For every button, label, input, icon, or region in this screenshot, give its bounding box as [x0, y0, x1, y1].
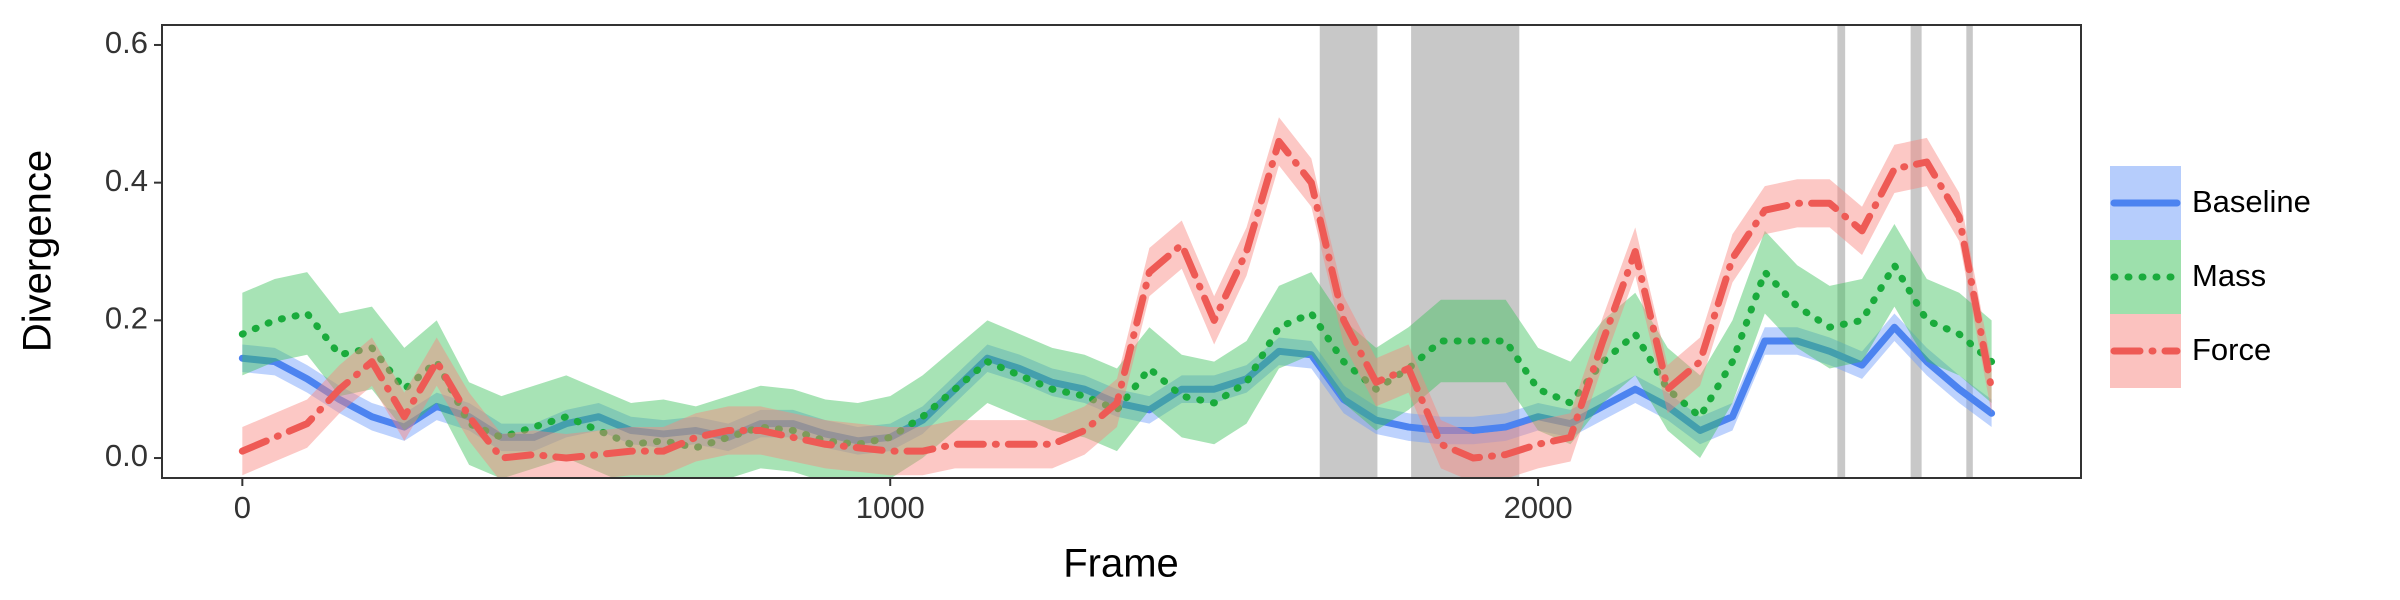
x-axis-title: Frame [1063, 542, 1179, 586]
y-tick-label: 0.0 [105, 438, 148, 473]
legend: Baseline Mass Force [2110, 166, 2311, 388]
plot-area [238, 25, 1996, 478]
series-line [238, 137, 1996, 462]
y-tick-label: 0.4 [105, 163, 148, 198]
series-line [238, 261, 1996, 452]
shaded-region [1910, 25, 1922, 478]
y-axis-title: Divergence [16, 150, 60, 352]
legend-label: Force [2192, 332, 2271, 367]
y-tick-label: 0.6 [105, 25, 148, 60]
plot-border [161, 24, 2082, 479]
x-tick-label: 2000 [1504, 490, 1573, 525]
shaded-region [1966, 25, 1973, 478]
y-tick-label: 0.2 [105, 301, 148, 336]
ribbon [242, 223, 1992, 478]
legend-label: Mass [2192, 258, 2266, 293]
shaded-region [1411, 25, 1520, 478]
shaded-region [1837, 25, 1846, 478]
x-tick-label: 0 [234, 490, 251, 525]
legend-label: Baseline [2192, 184, 2311, 219]
x-tick-label: 1000 [856, 490, 925, 525]
